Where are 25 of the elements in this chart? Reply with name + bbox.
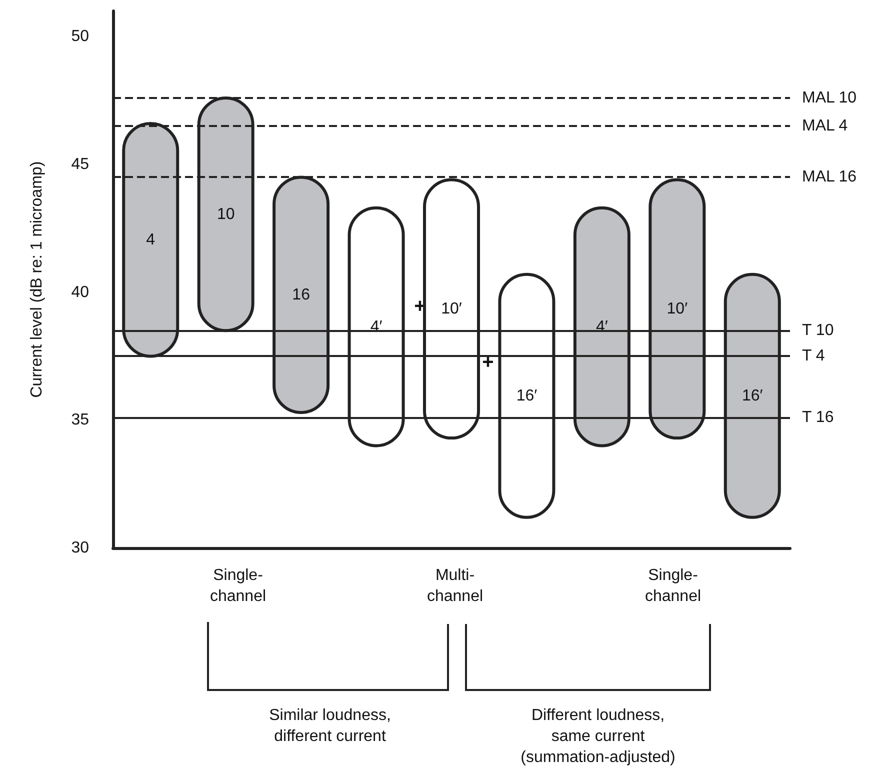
ref-line-label: T 10: [802, 322, 834, 340]
x-tick-label: 10′: [666, 300, 688, 318]
x-tick-label: 10′: [441, 300, 462, 318]
x-tick-label: 16′: [516, 387, 538, 404]
y-axis-title: Current level (dB re: 1 microamp): [28, 161, 46, 398]
ref-line-label: MAL 10: [802, 89, 857, 106]
x-tick-label: 16: [292, 286, 310, 304]
y-tick-label: 35: [71, 412, 90, 429]
y-tick-label: 40: [71, 284, 90, 301]
y-tick-label: 45: [71, 156, 90, 173]
text: Single- channel: [210, 567, 266, 605]
y-tick-label: 50: [71, 28, 90, 46]
x-tick-label: 10: [216, 206, 235, 223]
text: Multi- channel: [426, 567, 484, 605]
y-tick-label: 30: [71, 540, 90, 556]
x-tick-label: 4: [146, 231, 156, 248]
text: Similar loudness, different current: [269, 707, 391, 745]
text: Single- channel: [644, 567, 702, 605]
text: Different loudness, same current (summation-adjusted): [520, 707, 676, 766]
ref-line-label: T 4: [802, 348, 825, 365]
ref-line-label: MAL 16: [802, 168, 857, 186]
x-tick-label: 16′: [742, 387, 763, 404]
ref-line-label: T 16: [802, 409, 834, 426]
annotation: +: [482, 352, 494, 374]
ref-line-label: MAL 4: [802, 118, 848, 135]
